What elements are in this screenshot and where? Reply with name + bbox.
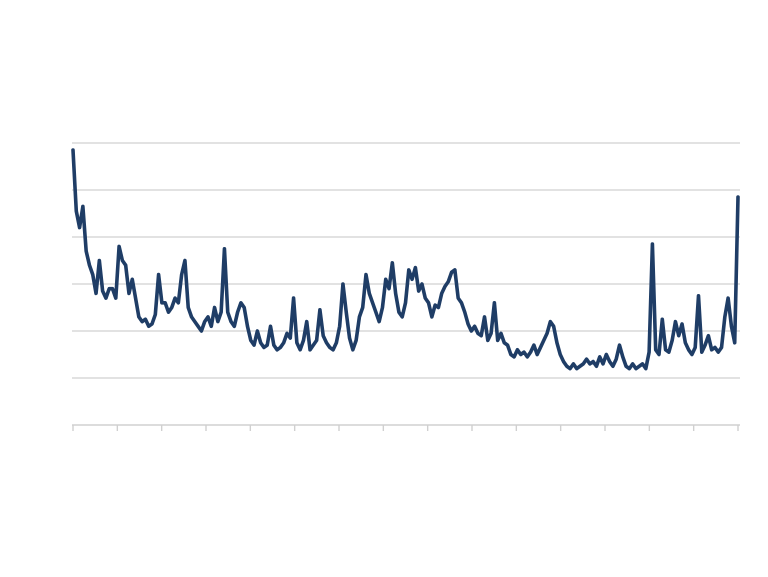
- gridlines: [72, 142, 740, 379]
- x-axis: [72, 424, 740, 431]
- series-group: [71, 148, 740, 371]
- series-line: [71, 148, 740, 371]
